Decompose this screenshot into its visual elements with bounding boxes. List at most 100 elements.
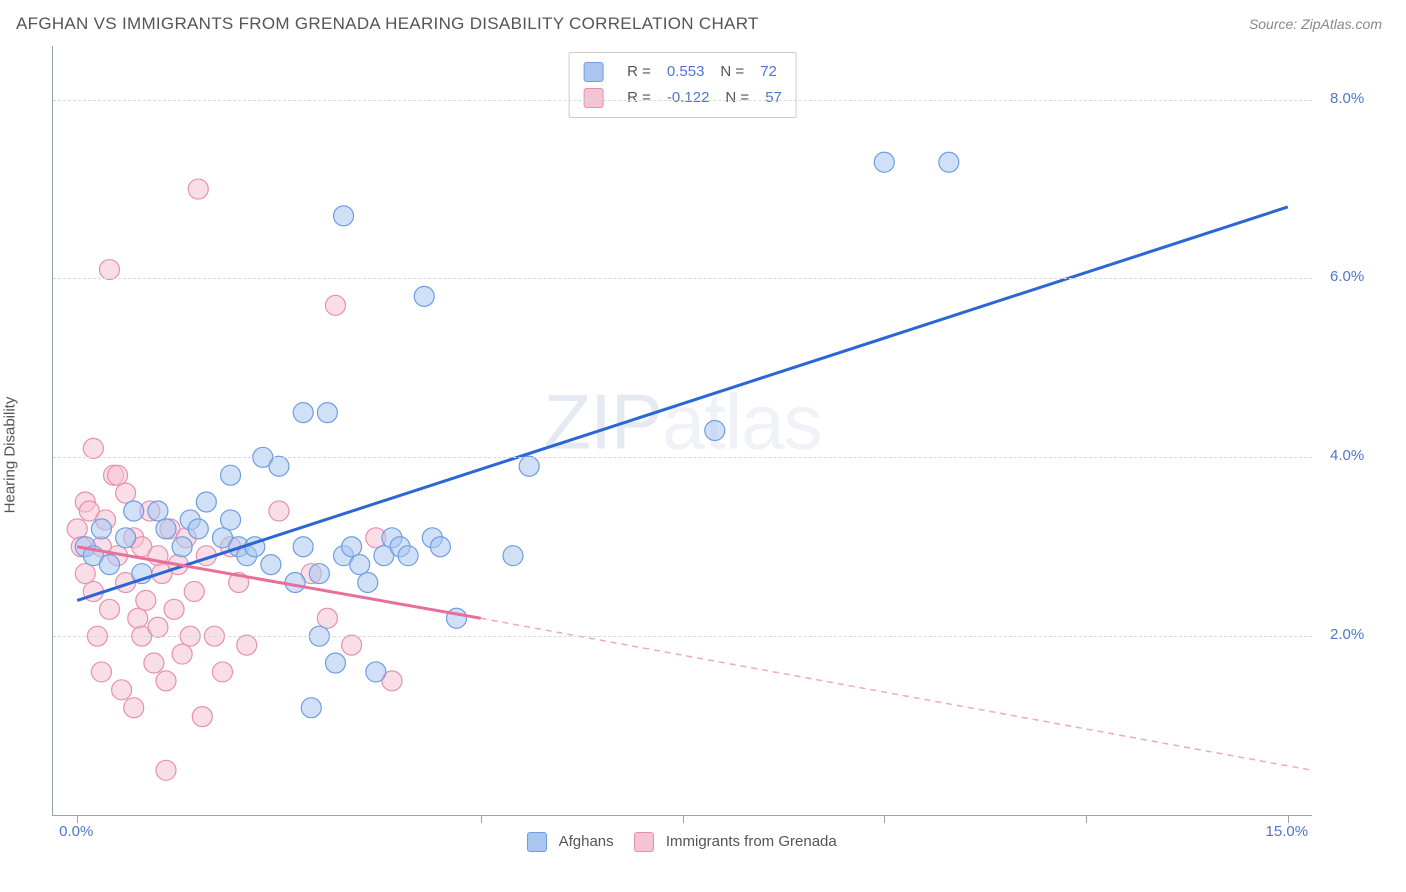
scatter-point-grenada [212,662,232,682]
scatter-point-grenada [164,599,184,619]
scatter-point-afghan [358,573,378,593]
scatter-point-grenada [317,608,337,628]
scatter-point-afghan [874,152,894,172]
stats-n-value-1: 72 [760,59,777,85]
scatter-point-afghan [221,510,241,530]
y-tick-label: 8.0% [1330,90,1364,107]
trend-line [481,618,1312,770]
scatter-point-grenada [184,581,204,601]
y-tick-label: 2.0% [1330,626,1364,643]
stats-row-2: R = -0.122 N = 57 [583,85,782,111]
scatter-point-grenada [67,519,87,539]
y-tick-label: 6.0% [1330,268,1364,285]
stats-n-label-2: N = [725,85,749,111]
gridline [53,636,1312,637]
bottom-legend: Afghans Immigrants from Grenada [52,832,1312,852]
legend-swatch-pink [634,832,654,852]
scatter-point-grenada [172,644,192,664]
scatter-point-grenada [99,260,119,280]
scatter-point-grenada [156,760,176,780]
scatter-point-afghan [293,403,313,423]
scatter-point-afghan [99,555,119,575]
gridline [53,457,1312,458]
plot-region: ZIPatlas R = 0.553 N = 72 R = -0.122 N =… [52,46,1312,816]
stats-r-value-2: -0.122 [667,85,710,111]
trend-line [77,207,1288,600]
legend-item-afghans: Afghans [527,832,613,852]
x-tick [77,815,78,823]
scatter-point-afghan [705,421,725,441]
scatter-point-afghan [503,546,523,566]
scatter-point-afghan [261,555,281,575]
scatter-point-afghan [309,564,329,584]
stats-r-label-1: R = [627,59,651,85]
stats-n-value-2: 57 [765,85,782,111]
stats-swatch-blue [583,62,603,82]
x-tick [884,815,885,823]
scatter-point-afghan [334,206,354,226]
scatter-point-afghan [366,662,386,682]
legend-item-grenada: Immigrants from Grenada [634,832,837,852]
gridline [53,100,1312,101]
stats-r-label-2: R = [627,85,651,111]
scatter-point-grenada [91,662,111,682]
x-tick [1086,815,1087,823]
scatter-point-afghan [317,403,337,423]
scatter-point-afghan [91,519,111,539]
scatter-point-afghan [414,286,434,306]
scatter-point-grenada [144,653,164,673]
scatter-point-afghan [519,456,539,476]
chart-title: AFGHAN VS IMMIGRANTS FROM GRENADA HEARIN… [16,14,759,34]
scatter-point-afghan [221,465,241,485]
scatter-point-grenada [148,617,168,637]
legend-swatch-blue [527,832,547,852]
chart-source: Source: ZipAtlas.com [1249,16,1382,32]
scatter-point-afghan [301,698,321,718]
scatter-point-grenada [75,564,95,584]
scatter-point-afghan [350,555,370,575]
x-tick [1288,815,1289,823]
scatter-point-afghan [293,537,313,557]
scatter-point-afghan [430,537,450,557]
x-tick [683,815,684,823]
scatter-point-afghan [188,519,208,539]
scatter-point-grenada [112,680,132,700]
stats-row-1: R = 0.553 N = 72 [583,59,782,85]
scatter-point-grenada [188,179,208,199]
scatter-point-afghan [156,519,176,539]
scatter-point-afghan [196,492,216,512]
scatter-point-afghan [939,152,959,172]
stats-n-label-1: N = [720,59,744,85]
scatter-point-grenada [325,295,345,315]
gridline [53,278,1312,279]
scatter-point-grenada [83,438,103,458]
scatter-point-grenada [342,635,362,655]
legend-label-afghans: Afghans [559,833,614,850]
scatter-point-grenada [108,465,128,485]
scatter-point-grenada [124,698,144,718]
scatter-point-grenada [136,590,156,610]
chart-area: Hearing Disability ZIPatlas R = 0.553 N … [16,46,1382,864]
scatter-point-afghan [325,653,345,673]
scatter-point-grenada [116,483,136,503]
scatter-point-afghan [124,501,144,521]
y-axis-label: Hearing Disability [2,397,19,514]
legend-label-grenada: Immigrants from Grenada [666,833,837,850]
scatter-point-afghan [172,537,192,557]
scatter-point-grenada [128,608,148,628]
scatter-point-afghan [269,456,289,476]
scatter-point-grenada [192,707,212,727]
stats-swatch-pink [583,88,603,108]
scatter-point-afghan [342,537,362,557]
scatter-point-grenada [156,671,176,691]
y-tick-label: 4.0% [1330,447,1364,464]
chart-header: AFGHAN VS IMMIGRANTS FROM GRENADA HEARIN… [0,0,1406,42]
x-tick-label: 0.0% [59,823,93,840]
x-tick [481,815,482,823]
x-tick-label: 15.0% [1266,823,1309,840]
scatter-point-afghan [285,573,305,593]
scatter-point-grenada [269,501,289,521]
plot-svg [53,46,1312,815]
scatter-point-grenada [237,635,257,655]
scatter-point-afghan [148,501,168,521]
